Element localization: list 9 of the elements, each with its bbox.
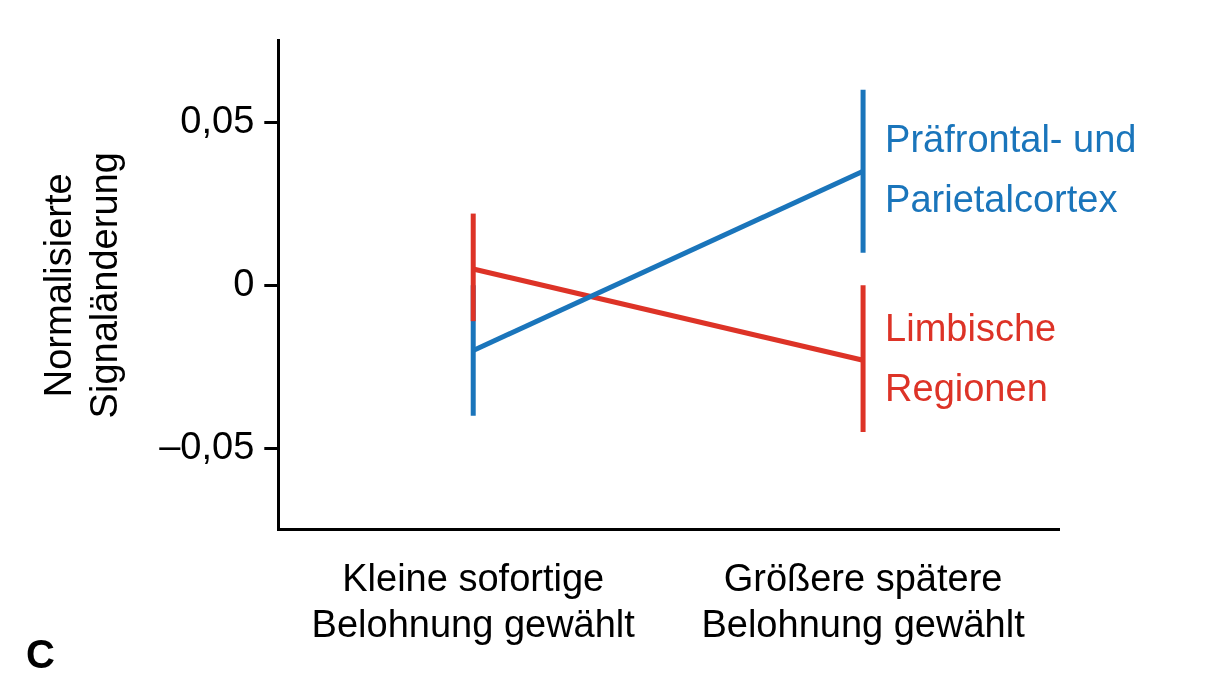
y-tick-label: 0,05 (180, 98, 255, 141)
x-tick-label: Größere spätere Belohnung gewählt (701, 557, 1026, 645)
x-tick-label: Kleine sofortige Belohnung gewählt (311, 557, 636, 645)
text: C (26, 632, 55, 677)
y-tick-label: 0 (233, 261, 255, 304)
y-axis-title: Normalisierte Signaländerung (37, 152, 125, 419)
y-tick-label: –0,05 (159, 424, 255, 467)
series-label: Präfrontal- und Parietalcortex (885, 117, 1137, 220)
series-label: Limbische Regionen (885, 306, 1057, 409)
